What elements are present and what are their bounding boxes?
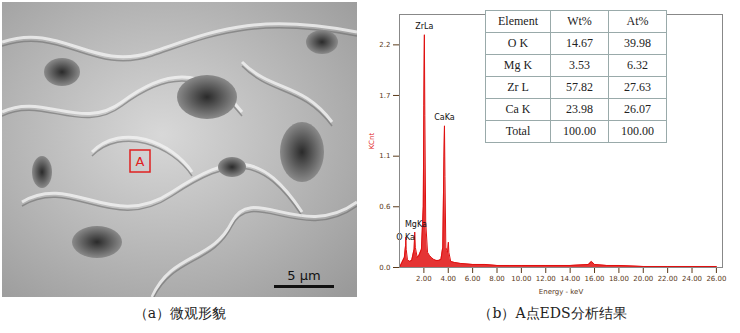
html-text:6.32: 6.32 [627,58,648,72]
html-text:57.82: 57.82 [566,80,593,94]
svg-text:20.00: 20.00 [633,275,653,283]
html-text:（b）A点EDS分析结果: （b）A点EDS分析结果 [478,305,627,321]
html-text:100.00: 100.00 [563,124,596,138]
svg-text:12.00: 12.00 [536,275,556,283]
svg-text:16.00: 16.00 [584,275,604,283]
svg-text:ZrLa: ZrLa [415,22,433,31]
html-text:14.67: 14.67 [566,36,593,50]
svg-text:26.00: 26.00 [706,275,726,283]
svg-text:1.7: 1.7 [379,92,390,100]
svg-text:6.00: 6.00 [465,275,481,283]
svg-text:4.00: 4.00 [440,275,456,283]
html-text:27.63: 27.63 [624,80,651,94]
svg-text:10.00: 10.00 [511,275,531,283]
svg-text:CaKa: CaKa [434,113,455,122]
html-text:At%: At% [626,14,649,28]
svg-text:14.00: 14.00 [560,275,580,283]
svg-text:MgKa: MgKa [405,220,427,229]
svg-text:2.2: 2.2 [379,41,390,49]
html-text:Ca K: Ca K [505,102,531,116]
html-text:Zr L: Zr L [507,80,529,94]
svg-text:18.00: 18.00 [609,275,629,283]
html-text:Mg K: Mg K [503,58,533,72]
html-text:23.98: 23.98 [566,102,593,116]
svg-text:KCnt: KCnt [368,133,376,150]
svg-text:0.0: 0.0 [379,264,390,272]
html-text:Wt%: Wt% [567,14,592,28]
html-text:O K: O K [507,36,529,50]
svg-text:A: A [136,154,145,169]
html-text:（a）微观形貌: （a）微观形貌 [133,305,227,321]
html-text:39.98: 39.98 [624,36,651,50]
svg-text:1.1: 1.1 [379,152,390,160]
svg-text:O Ka: O Ka [396,232,415,242]
html-text:Total: Total [505,124,531,138]
svg-text:5 μm: 5 μm [287,268,320,283]
svg-text:22.00: 22.00 [658,275,678,283]
svg-text:24.00: 24.00 [682,275,702,283]
svg-text:8.00: 8.00 [489,275,505,283]
html-text:100.00: 100.00 [621,124,654,138]
html-text:Element: Element [498,14,538,28]
html-text:26.07: 26.07 [624,102,651,116]
html-text:3.53: 3.53 [569,58,590,72]
svg-text:0.6: 0.6 [379,203,391,211]
svg-text:Energy - keV: Energy - keV [539,288,584,296]
svg-text:2.00: 2.00 [416,275,432,283]
